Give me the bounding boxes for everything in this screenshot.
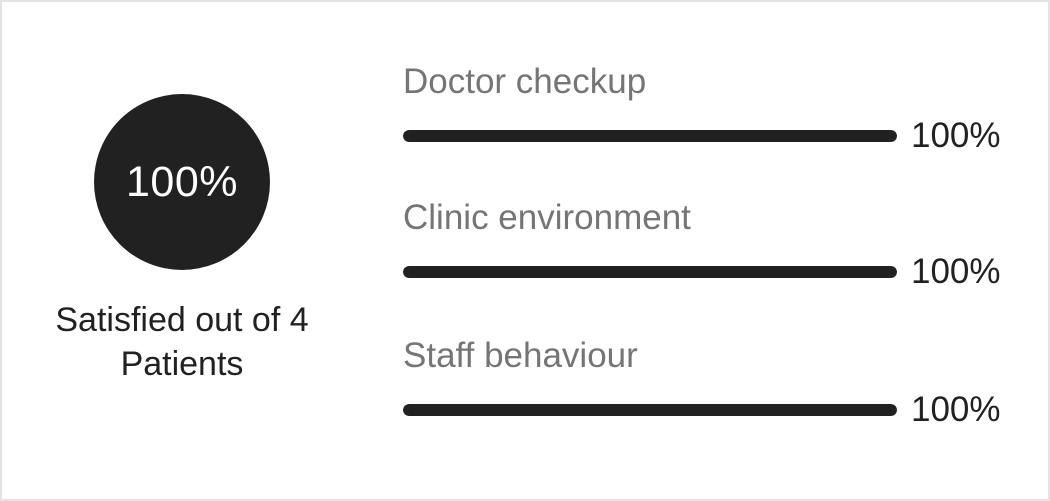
metric-staff-behaviour: Staff behaviour 100% xyxy=(403,336,1013,430)
overall-percent: 100% xyxy=(126,157,238,206)
progress-bar-fill xyxy=(403,130,897,142)
overall-caption: Satisfied out of 4 Patients xyxy=(12,298,352,386)
caption-line-1: Satisfied out of 4 xyxy=(55,301,309,339)
progress-bar-fill xyxy=(403,266,897,278)
progress-bar-track xyxy=(403,266,897,278)
metric-clinic-environment: Clinic environment 100% xyxy=(403,198,1013,292)
metric-value: 100% xyxy=(911,116,1001,155)
progress-bar-track xyxy=(403,404,897,416)
metric-label: Doctor checkup xyxy=(403,62,647,101)
metric-doctor-checkup: Doctor checkup 100% xyxy=(403,62,1013,156)
overall-percent-circle: 100% xyxy=(94,94,270,270)
progress-bar-track xyxy=(403,130,897,142)
metric-value: 100% xyxy=(911,390,1001,429)
caption-line-2: Patients xyxy=(120,345,244,383)
progress-bar-fill xyxy=(403,404,897,416)
overall-summary: 100% Satisfied out of 4 Patients xyxy=(2,94,362,386)
metric-label: Staff behaviour xyxy=(403,336,638,375)
metric-label: Clinic environment xyxy=(403,198,691,237)
metric-value: 100% xyxy=(911,252,1001,291)
